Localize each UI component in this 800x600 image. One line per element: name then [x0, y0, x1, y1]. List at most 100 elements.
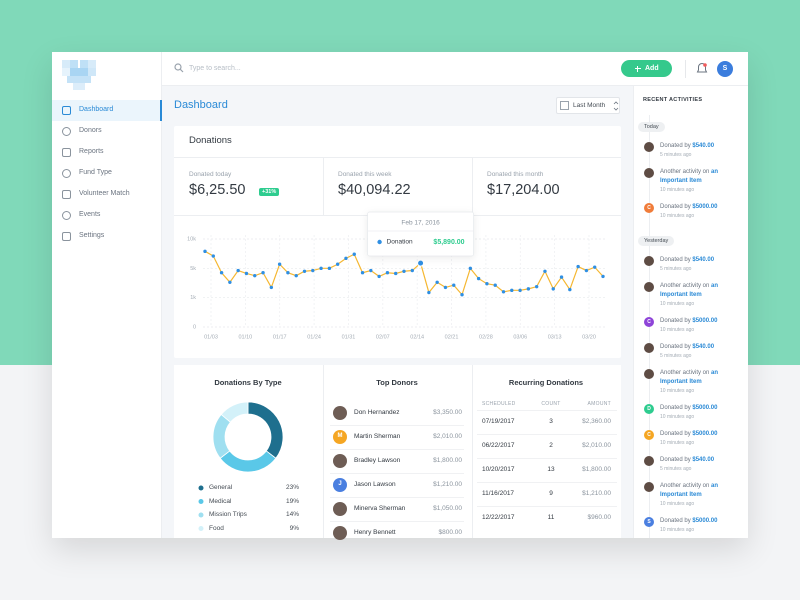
data-point [452, 283, 456, 287]
activity-text: Donated by $540.00 [660, 256, 734, 265]
donor-avatar [333, 454, 347, 468]
table-cell: $2,010.00 [582, 442, 611, 450]
stat-label: Donated this week [338, 171, 392, 179]
activity-link[interactable]: an Important Item [660, 483, 719, 498]
table-cell: 3 [549, 418, 553, 426]
nav-item[interactable]: Settings [79, 231, 105, 239]
x-tick-label: 01/03 [204, 334, 218, 340]
activity-time: 10 minutes ago [660, 388, 695, 394]
donor-amount: $3,350.00 [433, 409, 462, 417]
activity-text: Donated by $5000.00 [660, 517, 734, 526]
donor-amount: $800.00 [438, 529, 463, 537]
activity-desc: Donated by [660, 344, 691, 350]
data-point [377, 274, 381, 279]
nav-item[interactable]: Reports [79, 147, 104, 155]
activity-item: Another activity on an Important Item 10 … [634, 369, 734, 396]
activity-link[interactable]: $5000.00 [692, 431, 718, 437]
plus-icon [635, 66, 641, 72]
table-cell: $2,360.00 [582, 418, 611, 426]
search-input[interactable]: Type to search... [189, 64, 241, 72]
activity-time: 10 minutes ago [660, 301, 695, 307]
table-cell: 10/20/2017 [482, 466, 515, 474]
add-button[interactable] [621, 60, 672, 77]
column-header: SCHEDULED [482, 401, 516, 407]
group-label: Today [638, 122, 665, 132]
legend-value: 19% [285, 497, 299, 505]
data-point [417, 259, 425, 267]
nav-item[interactable]: Events [79, 210, 101, 218]
dropdown-icons [560, 101, 619, 111]
activity-link[interactable]: $5000.00 [692, 318, 718, 324]
card-title: Donations [189, 135, 232, 147]
activity-list: Today Donated by $540.00 5 minutes ago Anot… [634, 115, 748, 538]
donor-amount: $1,210.00 [433, 481, 462, 489]
activity-time: 5 minutes ago [660, 152, 692, 158]
activity-link[interactable]: $540.00 [692, 143, 715, 149]
data-point [261, 271, 265, 275]
activity-link[interactable]: an Important Item [660, 370, 719, 385]
activity-avatar: D [644, 404, 654, 414]
activity-desc: Donated by [660, 431, 691, 437]
activity-link[interactable]: $540.00 [692, 257, 715, 263]
add-button-label[interactable]: Add [645, 64, 659, 72]
activity-link[interactable]: $5000.00 [692, 518, 718, 524]
activity-avatar: C [644, 203, 654, 213]
donor-avatar [333, 502, 347, 516]
activity-link[interactable]: an Important Item [660, 169, 719, 184]
x-tick-label: 03/13 [548, 334, 562, 340]
donor-amount: $2,010.00 [433, 433, 462, 441]
nav-icon [62, 189, 71, 199]
activity-link[interactable]: $540.00 [692, 344, 715, 350]
activity-link[interactable]: $5000.00 [692, 405, 718, 411]
period-label[interactable]: Last Month [573, 101, 606, 109]
data-point [568, 287, 572, 292]
activity-link[interactable]: an Important Item [660, 283, 719, 298]
user-avatar[interactable] [717, 61, 733, 77]
table-cell: 07/19/2017 [482, 418, 515, 426]
x-tick-label: 01/17 [273, 334, 287, 340]
activity-text: Donated by $5000.00 [660, 203, 734, 212]
table-cell: $1,210.00 [582, 490, 611, 498]
legend-dot [198, 485, 204, 491]
activity-desc: Donated by [660, 143, 691, 149]
activity-item: Another activity on an Important Item 10 … [634, 168, 734, 195]
nav-item[interactable]: Volunteer Match [79, 189, 130, 197]
legend-dot [198, 526, 204, 531]
notification-bell[interactable] [696, 62, 708, 75]
legend-label: Food [209, 524, 224, 532]
data-point [385, 271, 390, 275]
row-divider [477, 482, 617, 483]
donut-segment [220, 401, 249, 423]
activity-avatar [644, 482, 654, 492]
nav-item[interactable]: Donors [79, 126, 102, 134]
activity-item: Donated by $540.00 5 minutes ago [634, 456, 734, 474]
activity-link[interactable]: $5000.00 [692, 204, 718, 210]
period-dropdown[interactable] [556, 97, 620, 114]
card-title: Recurring Donations [508, 377, 584, 387]
x-tick-label: 02/21 [445, 334, 459, 340]
data-point [435, 280, 439, 284]
data-point [526, 287, 531, 291]
activity-avatar: C [644, 317, 654, 327]
nav-item[interactable]: Fund Type [79, 168, 112, 176]
table-cell: 06/22/2017 [482, 442, 515, 450]
data-point [211, 254, 215, 258]
activity-time: 10 minutes ago [660, 501, 695, 507]
search-icon [174, 63, 184, 73]
column-header: COUNT [541, 401, 561, 407]
activity-avatar [644, 142, 654, 152]
data-point [244, 271, 249, 276]
donor-name: Jason Lawson [354, 481, 396, 489]
row-divider [330, 449, 464, 450]
activity-link[interactable]: $540.00 [692, 457, 715, 463]
user-initial: S [722, 64, 728, 72]
data-point [485, 282, 489, 286]
data-point [501, 290, 506, 294]
table-cell: $1,800.00 [582, 466, 611, 474]
nav-item[interactable]: Dashboard [79, 105, 114, 113]
tooltip [367, 211, 474, 257]
tooltip-value: $5,890.00 [433, 239, 464, 246]
activity-item: S Donated by $5000.00 10 minutes ago [634, 517, 734, 535]
nav-icon [62, 168, 71, 178]
y-tick-label: 1k [190, 295, 196, 301]
